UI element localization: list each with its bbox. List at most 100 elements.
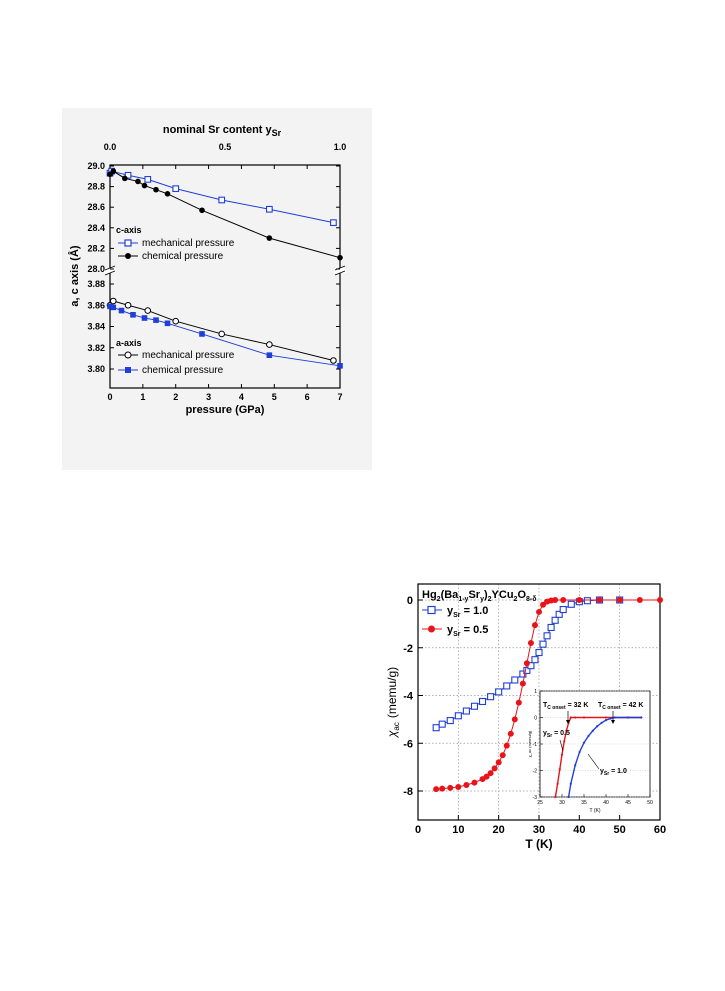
a-mechanical-point-5 [218, 330, 226, 338]
top-tick-1: 0.5 [219, 142, 232, 152]
y05-point-14 [511, 716, 518, 723]
inset-y05-point-3 [560, 753, 564, 756]
x-tick-label-7: 7 [337, 392, 342, 402]
c-chemical-point-7 [199, 207, 205, 214]
legend-c-chem-label: chemical pressure [142, 251, 224, 262]
inset-y05-point-9 [582, 716, 586, 719]
inset-y-tick-label-0: 1 [534, 689, 537, 695]
legend-a-mech-label: mechanical pressure [142, 350, 235, 361]
y10-point-10 [511, 676, 519, 684]
y05-point-5 [471, 779, 478, 786]
y-lower-tick-label-2: 3.84 [87, 322, 105, 332]
c-mechanical-point-5 [218, 196, 226, 204]
inset-y10-point-1 [569, 782, 572, 785]
susceptibility-y-ticks: 0 -2 -4 -6 -8 [403, 595, 423, 798]
legend-a-chem-label: chemical pressure [142, 365, 224, 376]
legend-a-mech-marker [124, 351, 132, 359]
inset-ticks: 25 30 35 40 45 50 1 0 -1 -2 -3 [533, 689, 653, 806]
a-chemical-point-9 [337, 363, 343, 369]
y10-point-12 [523, 666, 531, 674]
chi-y-tick-label-4: -8 [403, 786, 413, 798]
inset-y10-point-10 [609, 717, 612, 720]
legend-c-mech-marker [124, 239, 132, 247]
inset-series [554, 716, 643, 799]
legend-c-chem-marker [125, 253, 131, 259]
compound-formula: Hg2(Ba1-ySry)2YCu2O8-δ [422, 589, 537, 603]
a-axis-legend-title: a-axis [116, 338, 142, 348]
c-chemical-point-4 [141, 182, 148, 189]
inset-x-tick-label-2: 35 [581, 800, 587, 806]
chi-x-tick-label-3: 30 [533, 824, 545, 836]
y-upper-tick-label-3: 28.4 [87, 223, 105, 233]
y05-point-11 [499, 752, 506, 759]
chi-x-tick-label-1: 10 [452, 824, 464, 836]
c-chemical-point-9 [337, 254, 343, 261]
y-upper-tick-label-2: 28.6 [87, 202, 105, 212]
y-upper-tick-label-0: 29.0 [87, 161, 105, 171]
c-mechanical-point-4 [172, 185, 180, 193]
y05-point-29 [636, 597, 643, 603]
x-tick-label-1: 1 [140, 392, 145, 402]
inset-annotation-tc42: TC onset = 42 K [598, 702, 643, 711]
susceptibility-x-label: T (K) [525, 837, 552, 851]
x-tick-label-6: 6 [305, 392, 310, 402]
inset-annotation-y05: ySr = 0.5 [543, 730, 570, 739]
y10-point-7 [487, 693, 495, 701]
inset-y05-point-8 [574, 716, 577, 719]
chi-y-tick-label-3: -6 [403, 738, 413, 750]
y10-point-8 [495, 688, 503, 696]
y-lower-tick-label-0: 3.88 [87, 279, 105, 289]
top-tick-0: 0.0 [104, 142, 117, 152]
susceptibility-series [432, 596, 663, 793]
y-axis-label: a, c axis (Å) [68, 245, 81, 306]
lattice-y-ticks: 29.0 28.8 28.6 28.4 28.2 28.0 3.88 3.86 3.84 3.82… [87, 161, 340, 374]
y10-point-16 [539, 640, 547, 648]
a-chemical-line [109, 305, 341, 367]
legend-y10-marker [427, 605, 436, 615]
chi-x-tick-label-5: 50 [614, 824, 626, 836]
y-upper-tick-label-5: 28.0 [87, 264, 105, 274]
c-mechanical-point-3 [144, 176, 152, 183]
y10-point-18 [547, 623, 555, 632]
y05-point-30 [657, 597, 663, 603]
inset-y10-point-11 [613, 716, 616, 719]
a-mechanical-point-4 [172, 317, 180, 325]
a-chemical-point-2 [118, 307, 125, 314]
c-chemical-point-5 [153, 186, 159, 193]
inset-arrowhead-tc42 [611, 720, 615, 724]
y05-point-18 [527, 639, 534, 646]
inset-y05-point-10 [604, 716, 608, 719]
lattice-plot-frame [104, 164, 346, 389]
legend-y10-label: ySr = 1.0 [447, 605, 488, 619]
top-axis-label: nominal Sr content ySr [163, 124, 282, 138]
inset-background [540, 690, 650, 815]
inset-y10-point-7 [596, 725, 599, 728]
y05-point-20 [536, 608, 542, 615]
c-chemical-point-3 [135, 178, 141, 185]
inset-y10-point-6 [591, 729, 594, 732]
x-tick-label-4: 4 [239, 392, 244, 402]
inset-y10-point-9 [604, 719, 608, 722]
a-chemical-point-0 [107, 303, 113, 310]
y05-point-7 [483, 773, 490, 780]
a-chemical-point-1 [110, 304, 117, 311]
y05-point-12 [503, 742, 510, 749]
c-chemical-point-6 [164, 191, 171, 197]
inset-y10-point-3 [578, 750, 581, 754]
a-chemical-point-4 [141, 315, 148, 321]
a-chemical-point-6 [164, 320, 171, 327]
a-mechanical-point-2 [124, 301, 132, 309]
y10-point-5 [470, 702, 479, 710]
y10-point-4 [462, 707, 470, 715]
c-axis-legend-title: c-axis [116, 225, 142, 235]
legend-c-mech-label: mechanical pressure [142, 238, 235, 249]
x-axis-label: pressure (GPa) [186, 404, 265, 416]
susceptibility-x-ticks: 0 10 20 30 40 50 60 [415, 815, 666, 836]
y10-point-0 [432, 724, 440, 732]
y10-point-2 [446, 717, 454, 725]
inset-x-tick-label-5: 50 [647, 800, 653, 806]
y10-point-21 [559, 605, 567, 614]
inset-y-label: χ_ac (memu/g) [527, 730, 532, 757]
y05-point-28 [616, 597, 623, 603]
